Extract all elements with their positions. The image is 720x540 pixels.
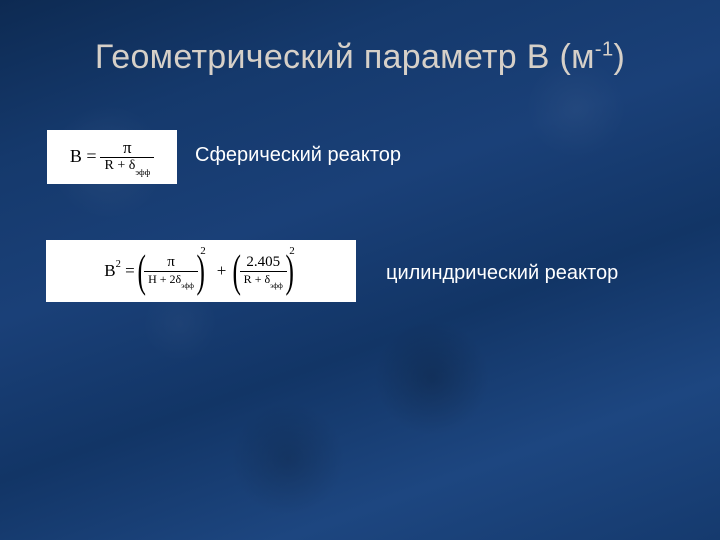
cyl-lhs-B: B [104, 261, 115, 280]
cyl-lhs-exp: 2 [116, 259, 121, 270]
formula-cylinder-eq: B2 = ( π H + 2δэфф ) 2 + ( 2.405 [104, 253, 297, 290]
cyl-t1-den-sub: эфф [181, 281, 194, 290]
label-cylinder: цилиндрический реактор [386, 262, 618, 285]
cyl-t2-den: R + δэфф [240, 271, 287, 288]
sphere-den-R: R [104, 158, 113, 173]
lparen2-icon: ( [233, 253, 241, 290]
sphere-denominator: R + δэфф [100, 157, 154, 174]
cyl-t1-exp: 2 [200, 245, 206, 257]
formula-sphere-eq: B = π R + δэфф [70, 139, 154, 174]
title-exponent: -1 [595, 39, 614, 61]
cyl-term2-fraction: 2.405 R + δэфф [240, 255, 287, 288]
sphere-den-plus: + δ [114, 158, 136, 173]
lparen-icon: ( [137, 253, 145, 290]
cyl-term2-group: ( 2.405 R + δэфф ) 2 [234, 253, 297, 290]
cyl-lhs-eq: = [121, 261, 135, 280]
cyl-t1-num: π [163, 255, 179, 271]
title-prefix: Геометрический параметр В (м [95, 38, 595, 76]
cyl-t2-exp: 2 [289, 245, 295, 257]
formula-sphere: B = π R + δэфф [47, 130, 177, 184]
title-suffix: ) [614, 38, 626, 76]
cyl-t1-den-H: H [148, 272, 157, 286]
slide-title: Геометрический параметр В (м-1) [0, 38, 720, 77]
formula-cylinder: B2 = ( π H + 2δэфф ) 2 + ( 2.405 [46, 240, 356, 302]
cyl-t2-num: 2.405 [242, 255, 284, 271]
cyl-t2-den-sub: эфф [270, 281, 283, 290]
cyl-t1-den: H + 2δэфф [144, 271, 198, 288]
cyl-t2-den-plus: + δ [252, 272, 270, 286]
rparen2-icon: ) [285, 253, 293, 290]
cyl-term1-group: ( π H + 2δэфф ) 2 [139, 253, 209, 290]
sphere-den-sub: эфф [135, 167, 150, 177]
cyl-t2-den-R: R [244, 272, 252, 286]
cyl-plus: + [217, 261, 227, 281]
cyl-t1-den-plus: + 2δ [157, 272, 181, 286]
sphere-lhs: B = [70, 146, 97, 167]
cyl-lhs: B2 = [104, 261, 134, 281]
rparen-icon: ) [196, 253, 204, 290]
cyl-term1-fraction: π H + 2δэфф [144, 255, 198, 288]
sphere-numerator: π [119, 139, 136, 157]
sphere-fraction: π R + δэфф [100, 139, 154, 174]
label-sphere: Сферический реактор [195, 144, 401, 167]
slide: Геометрический параметр В (м-1) B = π R … [0, 0, 720, 540]
